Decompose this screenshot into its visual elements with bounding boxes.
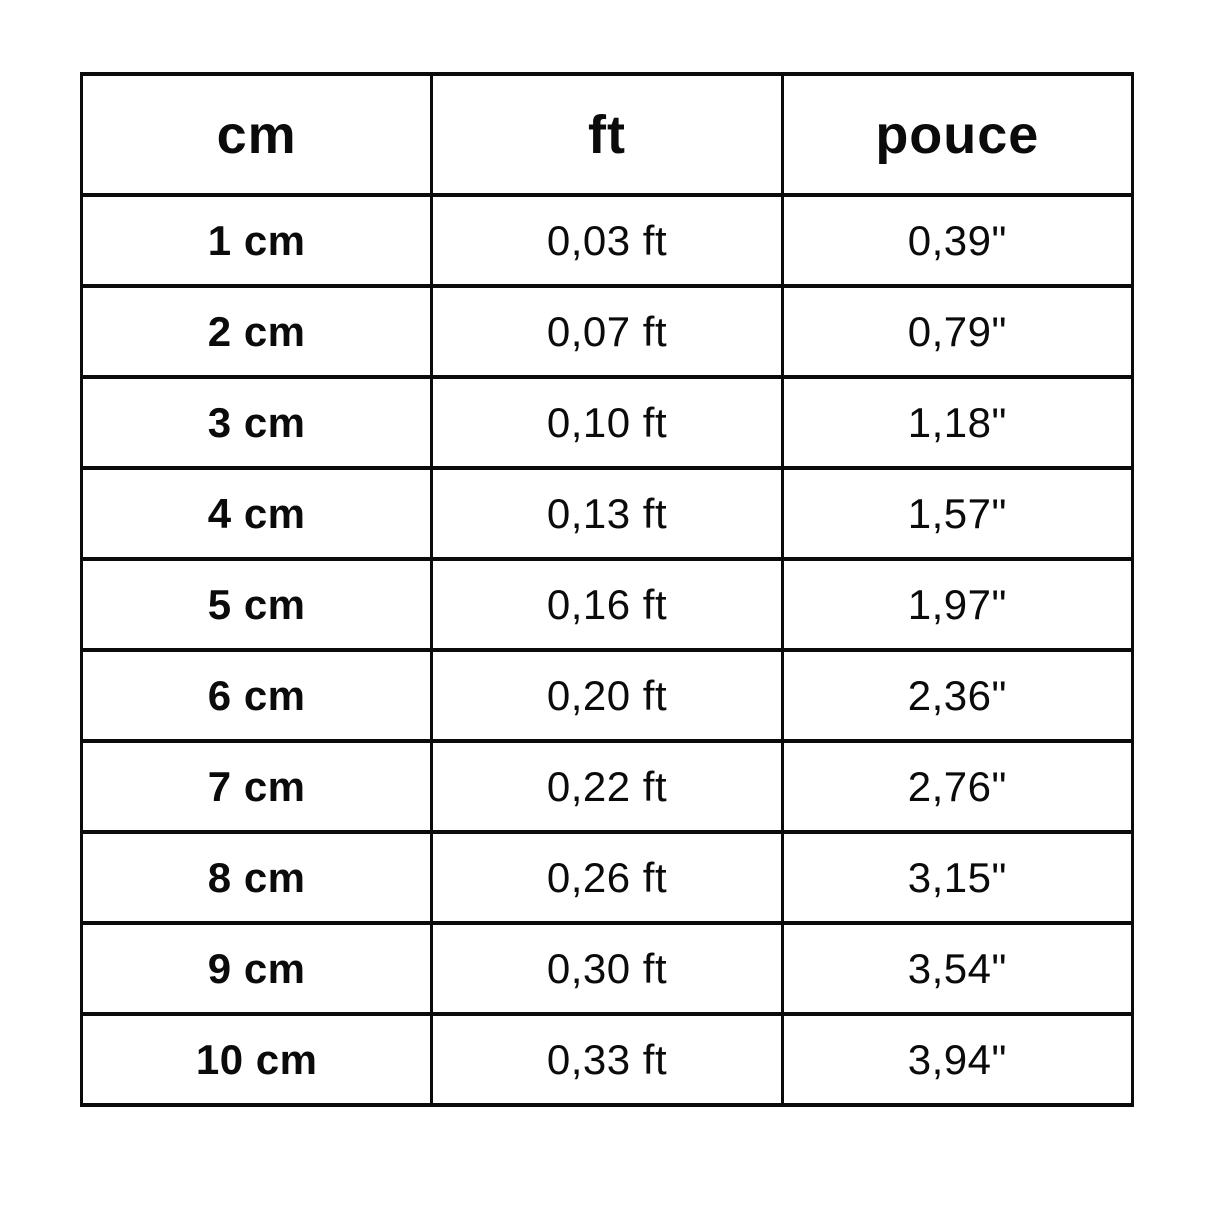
cell-pouce: 0,39" [780,193,1135,288]
table-row: 9 cm 0,30 ft 3,54" [79,921,1135,1016]
cell-pouce: 1,18" [780,375,1135,470]
table-row: 10 cm 0,33 ft 3,94" [79,1012,1135,1107]
cell-cm: 1 cm [79,193,434,288]
cell-cm: 8 cm [79,830,434,925]
cell-ft: 0,30 ft [430,921,784,1016]
cell-pouce: 2,36" [780,648,1135,743]
cell-pouce: 3,54" [780,921,1135,1016]
table-row: 5 cm 0,16 ft 1,97" [79,557,1135,652]
cell-pouce: 1,57" [780,466,1135,561]
conversion-table: cm ft pouce 1 cm 0,03 ft 0,39" 2 cm 0,07… [79,72,1135,1107]
cell-ft: 0,20 ft [430,648,784,743]
header-ft: ft [430,72,784,197]
cell-ft: 0,03 ft [430,193,784,288]
cell-pouce: 2,76" [780,739,1135,834]
cell-cm: 6 cm [79,648,434,743]
cell-ft: 0,22 ft [430,739,784,834]
cell-ft: 0,26 ft [430,830,784,925]
cell-ft: 0,07 ft [430,284,784,379]
cell-cm: 7 cm [79,739,434,834]
cell-pouce: 1,97" [780,557,1135,652]
cell-pouce: 3,15" [780,830,1135,925]
cell-cm: 4 cm [79,466,434,561]
cell-ft: 0,33 ft [430,1012,784,1107]
header-row: cm ft pouce [79,72,1135,197]
cell-cm: 5 cm [79,557,434,652]
header-pouce: pouce [780,72,1135,197]
table-row: 1 cm 0,03 ft 0,39" [79,193,1135,288]
table-row: 3 cm 0,10 ft 1,18" [79,375,1135,470]
table-row: 8 cm 0,26 ft 3,15" [79,830,1135,925]
cell-cm: 9 cm [79,921,434,1016]
table-row: 2 cm 0,07 ft 0,79" [79,284,1135,379]
cell-pouce: 3,94" [780,1012,1135,1107]
cell-cm: 2 cm [79,284,434,379]
cell-pouce: 0,79" [780,284,1135,379]
cell-cm: 3 cm [79,375,434,470]
cell-ft: 0,16 ft [430,557,784,652]
table-row: 4 cm 0,13 ft 1,57" [79,466,1135,561]
cell-ft: 0,13 ft [430,466,784,561]
cell-cm: 10 cm [79,1012,434,1107]
cell-ft: 0,10 ft [430,375,784,470]
table-row: 7 cm 0,22 ft 2,76" [79,739,1135,834]
table-row: 6 cm 0,20 ft 2,36" [79,648,1135,743]
header-cm: cm [79,72,434,197]
